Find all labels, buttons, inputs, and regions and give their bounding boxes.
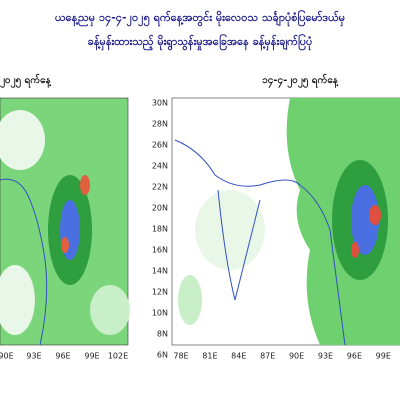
y-axis-label: 16N — [152, 246, 168, 255]
y-axis-label: 14N — [152, 267, 168, 276]
x-axis-label: 93E — [26, 352, 41, 361]
x-axis-label: 96E — [347, 352, 362, 361]
x-axis-label: 99E — [84, 352, 99, 361]
right-map — [171, 97, 400, 346]
x-axis-label: 78E — [173, 352, 188, 361]
x-axis-label: 81E — [202, 352, 217, 361]
y-axis-label: 26N — [152, 141, 168, 150]
x-axis-label: 87E — [260, 352, 275, 361]
x-axis-label: 84E — [231, 352, 246, 361]
y-axis-label: 8N — [157, 330, 168, 339]
left-map — [0, 97, 130, 346]
y-axis-label: 24N — [152, 162, 168, 171]
y-axis-label: 20N — [152, 204, 168, 213]
x-axis-label: 90E — [289, 352, 304, 361]
y-axis-label: 6N — [157, 351, 168, 360]
x-axis-label: 99E — [376, 352, 391, 361]
title-line: ယနေ့ညမှ ၁၄-၄-၂၀၂၅ ရက်နေ့အတွင်း မိုးလေဝသ … — [55, 9, 345, 27]
y-axis-label: 10N — [152, 309, 168, 318]
x-axis-label: 102E — [108, 352, 128, 361]
date-label: ၂၀၂၅ ရက်နေ့ — [0, 73, 52, 89]
y-axis-label: 30N — [152, 99, 168, 108]
x-axis-label: 96E — [55, 352, 70, 361]
y-axis-label: 22N — [152, 183, 168, 192]
x-axis-label: 90E — [0, 352, 14, 361]
y-axis-label: 28N — [152, 120, 168, 129]
y-axis-label: 18N — [152, 225, 168, 234]
x-axis-label: 93E — [318, 352, 333, 361]
y-axis-label: 12N — [152, 288, 168, 297]
date-label: ၁၄-၄-၂၀၂၅ ရက်နေ့ — [262, 73, 339, 89]
title-line: ခန့်မှန်းထားသည့် မိုးရွာသွန်းမှုအခြေအနေ … — [88, 33, 313, 51]
